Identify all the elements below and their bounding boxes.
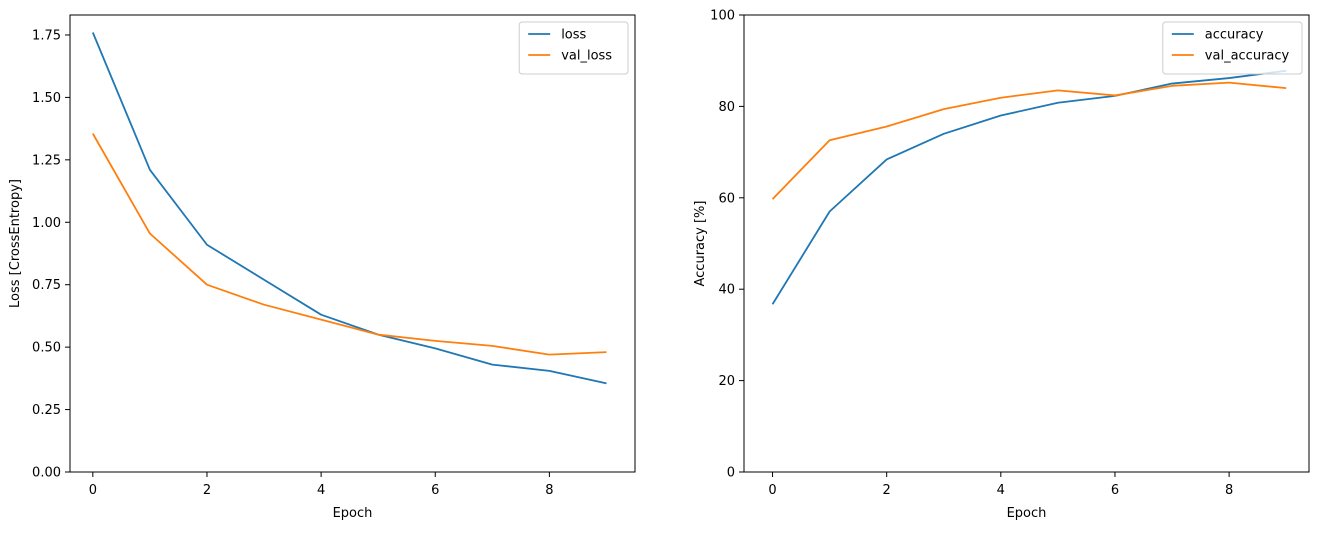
y-axis-label: Accuracy [%]: [693, 201, 708, 287]
accuracy-line: [771, 69, 1287, 305]
x-tick-label: 2: [203, 483, 211, 498]
accuracy-chart: 0 2 4 6 8 0 20 40 60 80 100 Epoch Accuracy [%] accura…: [660, 0, 1320, 530]
x-tick-label: 0: [89, 483, 97, 498]
x-axis-label: Epoch: [1007, 506, 1047, 521]
y-tick-label: 1.50: [32, 91, 61, 106]
loss-chart: 0 2 4 6 8 0.00 0.25 0.50 0.75 1.00 1.25 1.50 1.75 Epo…: [0, 0, 660, 530]
y-axis-label: Loss [CrossEntropy]: [8, 179, 23, 308]
legend-label-loss: loss: [561, 28, 586, 43]
x-tick-label: 6: [431, 483, 439, 498]
val_accuracy-line: [771, 81, 1287, 200]
x-tick-label: 6: [1111, 483, 1119, 498]
x-tick-label: 8: [1225, 483, 1233, 498]
y-tick-label: 100: [710, 9, 735, 24]
x-tick-label: 8: [545, 483, 553, 498]
y-tick-label: 1.75: [32, 28, 61, 43]
legend-label-val_loss: val_loss: [561, 49, 612, 64]
legend-box: [518, 21, 629, 75]
y-tick-label: 1.25: [32, 153, 61, 168]
y-tick-label: 20: [718, 374, 735, 389]
loss-chart-svg: 0 2 4 6 8 0.00 0.25 0.50 0.75 1.00 1.25 1.50 1.75 Epo…: [8, 14, 636, 521]
y-tick-label: 0.75: [32, 278, 61, 293]
loss-line: [91, 32, 607, 385]
legend-label-val_accuracy: val_accuracy: [1205, 49, 1290, 64]
y-tick-label: 60: [718, 191, 735, 206]
y-tick-label: 0.25: [32, 403, 61, 418]
legend-box: [1162, 21, 1303, 75]
y-tick-label: 0.00: [32, 466, 61, 481]
x-axis-label: Epoch: [333, 506, 373, 521]
x-tick-label: 4: [997, 483, 1005, 498]
x-tick-label: 0: [768, 483, 776, 498]
y-tick-label: 0.50: [32, 341, 61, 356]
val_loss-line: [92, 133, 607, 356]
legend-label-accuracy: accuracy: [1205, 28, 1264, 43]
x-tick-label: 2: [883, 483, 891, 498]
axes-frame: [743, 14, 1310, 473]
y-tick-label: 0: [727, 466, 735, 481]
y-tick-label: 40: [718, 283, 735, 298]
y-tick-label: 1.00: [32, 216, 61, 231]
x-tick-label: 4: [317, 483, 325, 498]
axes-frame: [69, 14, 636, 473]
y-tick-label: 80: [718, 100, 735, 115]
